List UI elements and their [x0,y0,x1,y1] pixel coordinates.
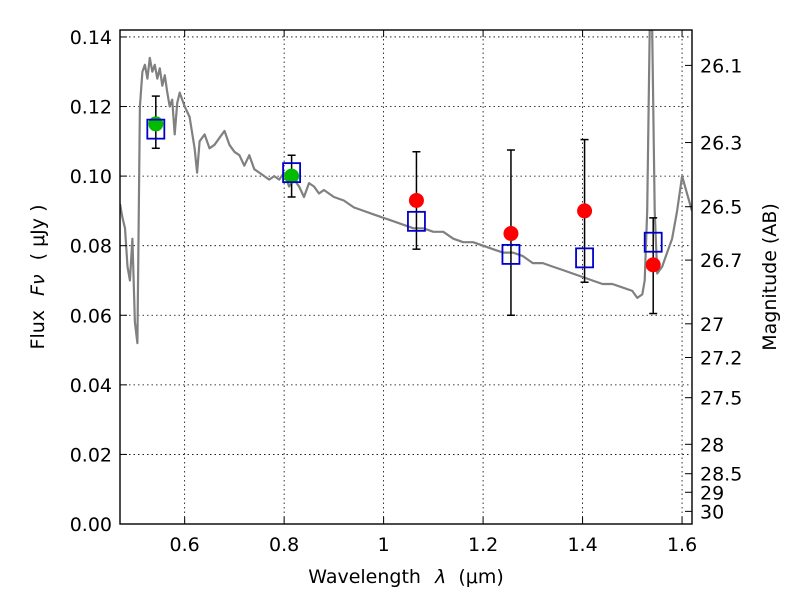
right-tick-label: 26.5 [700,197,742,219]
data-point-nir-detections [408,192,424,208]
y-tick-label: 0.02 [70,444,112,466]
plot-frame [119,29,693,525]
data-point-optical-detections [148,116,164,132]
y-tick-label: 0.14 [70,27,112,49]
spectrum-line [120,30,692,345]
right-tick-label: 26.1 [700,55,742,77]
x-axis-title-prefix: Wavelength [308,566,421,588]
right-tick-label: 30 [700,501,724,523]
markers [146,116,663,273]
model-flux-marker [501,243,521,265]
y-tick-label: 0.04 [70,375,112,397]
data-point-nir-detections [577,203,593,219]
model-flux-marker [643,231,663,253]
x-tick-label: 1.4 [567,534,597,556]
y-tick-label: 0.00 [70,514,112,536]
y-tick-label: 0.08 [70,236,112,258]
right-tick-label: 26.3 [700,133,742,155]
x-axis-title-unit: (μm) [458,566,503,588]
x-tick-label: 1.6 [667,534,697,556]
y-tick-label: 0.06 [70,305,112,327]
x-tick-label: 1.2 [468,534,498,556]
right-tick-label: 27.5 [700,388,742,410]
y-tick-label: 0.12 [70,97,112,119]
model-flux-marker [282,162,302,184]
model-flux-marker [575,247,594,269]
x-tick-label: 0.6 [170,534,200,556]
x-tick-label: 1 [378,534,390,556]
data-point-nir-detections [645,257,661,273]
model-flux-marker [146,118,166,140]
y-axis-title-prefix: Flux [27,310,49,350]
x-axis-title: Wavelength λ (μm) [308,566,503,588]
y-axis-title: Flux Fν ( μJy ) [27,205,49,350]
y-axis-title-unit: ( μJy ) [27,205,49,261]
x-axis-title-symbol: λ [434,566,446,588]
axes: 0.6 0.8 1 1.2 1.4 1.6 0.00 0.02 0.04 0.06 0.08 0.10… [70,27,743,556]
right-tick-label: 29 [700,482,724,504]
right-tick-label: 28.5 [700,464,742,486]
grid [120,30,692,525]
right-tick-label: 27.2 [700,347,742,369]
y-tick-label: 0.10 [70,166,112,188]
model-flux-marker [407,210,426,232]
right-tick-label: 27 [700,314,724,336]
y-axis-title-symbol: Fν [27,274,49,296]
data-point-nir-detections [503,226,519,242]
right-tick-label: 28 [700,434,724,456]
data-point-optical-detections [284,168,300,184]
right-tick-label: 26.7 [700,250,742,272]
x-tick-label: 0.8 [269,534,299,556]
right-axis-title: Magnitude (AB) [759,203,781,351]
model-spectrum-layer [120,30,692,345]
